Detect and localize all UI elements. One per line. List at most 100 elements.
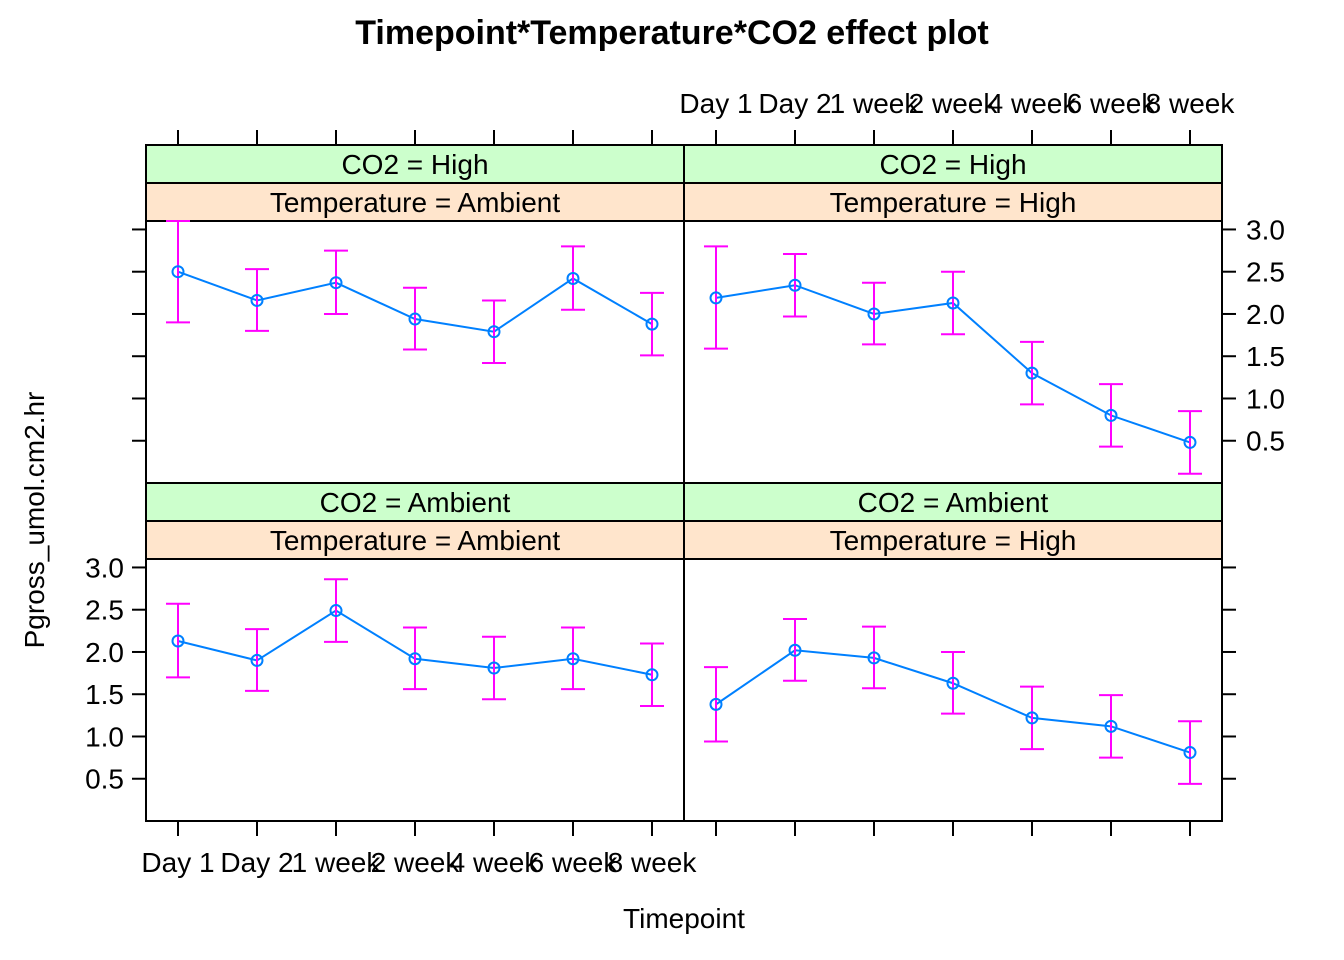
strip-co2-label: CO2 = High	[341, 149, 488, 180]
panel-bottom-left: CO2 = Ambient Temperature = Ambient	[145, 482, 685, 822]
y-tick-label-left: 3.0	[85, 552, 124, 583]
strip-co2-label: CO2 = Ambient	[320, 487, 511, 518]
error-bar	[166, 602, 190, 679]
error-bar	[1099, 383, 1123, 448]
data-point	[250, 653, 264, 667]
strip-temperature-label: Temperature = Ambient	[270, 187, 560, 218]
data-point	[487, 325, 501, 339]
error-bar	[245, 268, 269, 332]
error-bar	[482, 635, 506, 701]
data-point	[946, 676, 960, 690]
data-point	[250, 293, 264, 307]
strip-temperature-label: Temperature = High	[830, 187, 1077, 218]
panel-frame	[683, 220, 1223, 484]
data-point	[709, 291, 723, 305]
error-bar	[561, 245, 585, 311]
error-bar	[1020, 685, 1044, 751]
error-bar	[561, 626, 585, 691]
error-bar	[704, 245, 728, 350]
data-point	[946, 296, 960, 310]
error-bar	[862, 625, 886, 690]
x-tick-label-bottom: 2 week	[371, 847, 461, 878]
y-tick-label-left: 1.5	[85, 679, 124, 710]
data-point	[1025, 711, 1039, 725]
data-point	[566, 652, 580, 666]
x-tick-label-top: Day 1	[679, 88, 752, 119]
data-point	[329, 276, 343, 290]
error-bar	[166, 220, 190, 324]
x-tick-label-top: 6 week	[1067, 88, 1157, 119]
data-point	[788, 278, 802, 292]
error-bar	[245, 628, 269, 692]
data-point	[645, 668, 659, 682]
error-bar	[1020, 340, 1044, 406]
panel-top-right: CO2 = High Temperature = High	[683, 144, 1223, 484]
y-tick-label-right: 1.5	[1246, 341, 1285, 372]
data-point	[1104, 408, 1118, 422]
strip-temperature	[145, 520, 685, 560]
x-tick-label-top: 4 week	[988, 88, 1078, 119]
data-point	[487, 661, 501, 675]
strip-co2	[683, 482, 1223, 522]
data-point	[329, 604, 343, 618]
x-tick-label-bottom: Day 2	[220, 847, 293, 878]
strip-co2	[145, 144, 685, 184]
x-tick-label-top: 8 week	[1146, 88, 1236, 119]
y-axis-label: Pgross_umol.cm2.hr	[19, 392, 50, 649]
x-tick-label-bottom: 8 week	[608, 847, 698, 878]
data-point	[788, 643, 802, 657]
x-tick-label-bottom: 6 week	[529, 847, 619, 878]
error-bar	[783, 252, 807, 318]
error-bar	[941, 650, 965, 715]
data-point	[171, 634, 185, 648]
x-tick-label-top: 1 week	[830, 88, 920, 119]
strip-temperature	[145, 182, 685, 222]
chart-title: Timepoint*Temperature*CO2 effect plot	[355, 14, 989, 52]
data-point	[566, 271, 580, 285]
x-tick-label-top: Day 2	[758, 88, 831, 119]
strip-co2-label: CO2 = High	[879, 149, 1026, 180]
data-point	[1025, 366, 1039, 380]
strip-temperature	[683, 182, 1223, 222]
data-point	[867, 651, 881, 665]
y-tick-label-left: 2.5	[85, 595, 124, 626]
error-bar	[403, 286, 427, 351]
y-tick-label-right: 3.0	[1246, 214, 1285, 245]
data-point	[408, 652, 422, 666]
x-tick-label-bottom: Day 1	[141, 847, 214, 878]
error-bar	[640, 642, 664, 708]
error-bar	[941, 270, 965, 336]
error-bar	[783, 618, 807, 682]
panel-frame	[145, 220, 685, 484]
x-tick-label-top: 2 week	[909, 88, 999, 119]
panel-bottom-right: CO2 = Ambient Temperature = High	[683, 482, 1223, 822]
error-bar	[1178, 720, 1202, 785]
error-bar	[862, 281, 886, 346]
data-point	[408, 312, 422, 326]
data-point	[1104, 719, 1118, 733]
y-tick-label-left: 0.5	[85, 764, 124, 795]
y-tick-label-left: 1.0	[85, 721, 124, 752]
data-point	[867, 307, 881, 321]
data-point	[709, 697, 723, 711]
x-tick-label-bottom: 4 week	[450, 847, 540, 878]
data-point	[645, 317, 659, 331]
panel-top-left: CO2 = High Temperature = Ambient	[145, 144, 685, 484]
data-point	[171, 265, 185, 279]
y-tick-label-left: 2.0	[85, 637, 124, 668]
strip-temperature-label: Temperature = High	[830, 525, 1077, 556]
error-bar	[1178, 410, 1202, 475]
y-tick-label-right: 2.5	[1246, 257, 1285, 288]
x-tick-label-bottom: 1 week	[292, 847, 382, 878]
data-point	[1183, 746, 1197, 760]
y-tick-label-right: 0.5	[1246, 426, 1285, 457]
strip-co2-label: CO2 = Ambient	[858, 487, 1049, 518]
error-bar	[482, 299, 506, 364]
error-bar	[640, 291, 664, 357]
strip-temperature-label: Temperature = Ambient	[270, 525, 560, 556]
error-bar	[1099, 694, 1123, 759]
error-bar	[403, 626, 427, 691]
